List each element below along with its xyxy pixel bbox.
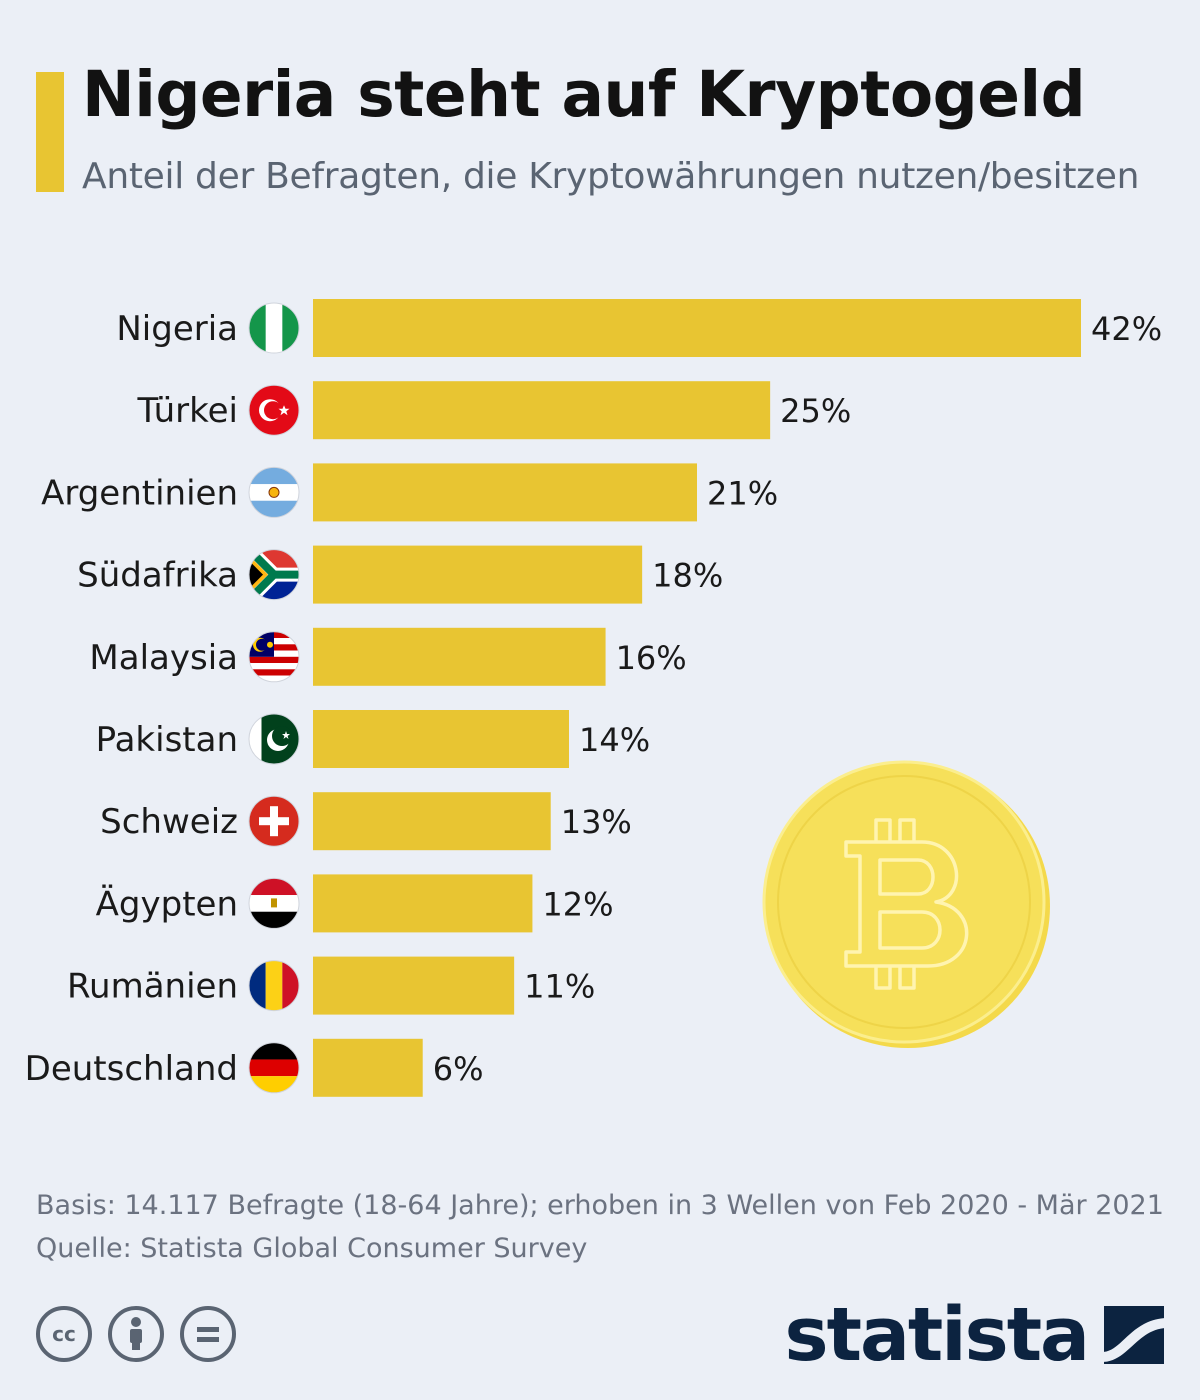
turkey-flag-icon — [249, 385, 299, 436]
flag-border — [248, 384, 300, 436]
flag-border — [248, 795, 300, 847]
value-label: 25% — [780, 392, 851, 430]
bars-layer: 42% Nigeria 25% Türkei 21% Argentinien 18% Süda… — [25, 299, 1162, 1097]
flag-border — [248, 466, 300, 518]
cc-icon[interactable]: cc — [36, 1306, 92, 1362]
flag-border — [248, 713, 300, 765]
value-label: 12% — [542, 885, 613, 923]
value-label: 16% — [616, 639, 687, 677]
flag-border — [248, 302, 300, 354]
category-label: Pakistan — [96, 720, 238, 760]
value-label: 13% — [561, 803, 632, 841]
bar — [313, 956, 515, 1015]
argentina-flag-icon — [249, 467, 299, 518]
bar — [313, 545, 643, 604]
flag-border — [248, 960, 300, 1012]
bar — [313, 463, 697, 522]
category-label: Malaysia — [89, 638, 238, 678]
category-label: Türkei — [137, 391, 238, 431]
bar — [313, 874, 533, 933]
title-accent-bar — [36, 72, 64, 192]
flag-border — [248, 877, 300, 929]
flag-border — [248, 631, 300, 683]
value-label: 42% — [1091, 310, 1162, 348]
category-label: Argentinien — [41, 473, 238, 513]
bar — [313, 1038, 423, 1097]
bar — [313, 627, 606, 686]
footnote-source: Quelle: Statista Global Consumer Survey — [36, 1233, 588, 1264]
bitcoin-coin-icon — [762, 760, 1050, 1048]
no-derivatives-icon[interactable] — [180, 1306, 236, 1362]
value-label: 18% — [652, 557, 723, 595]
nigeria-flag-icon — [249, 303, 299, 353]
page-title: Nigeria steht auf Kryptogeld — [82, 58, 1086, 131]
value-label: 11% — [524, 968, 595, 1006]
egypt-flag-icon — [249, 878, 299, 929]
bar — [313, 381, 771, 440]
svg-text:cc: cc — [52, 1322, 76, 1346]
value-label: 6% — [433, 1050, 484, 1088]
page-subtitle: Anteil der Befragten, die Kryptowährunge… — [82, 156, 1140, 197]
flag-border — [248, 549, 300, 601]
category-label: Schweiz — [100, 802, 238, 842]
by-attribution-icon[interactable] — [108, 1306, 164, 1362]
footnote-basis: Basis: 14.117 Befragte (18-64 Jahre); er… — [36, 1190, 1164, 1221]
category-label: Deutschland — [25, 1049, 238, 1089]
category-label: Rumänien — [67, 967, 238, 1007]
value-label: 21% — [707, 474, 778, 512]
statista-logo-text: statista — [784, 1292, 1090, 1378]
germany-flag-icon — [249, 1042, 299, 1093]
category-label: Nigeria — [116, 309, 238, 349]
romania-flag-icon — [249, 960, 299, 1011]
value-label: 14% — [579, 721, 650, 759]
bar — [313, 710, 569, 768]
flag-border — [248, 1042, 300, 1094]
bar — [313, 792, 551, 851]
bar — [313, 299, 1081, 357]
category-label: Südafrika — [77, 556, 238, 596]
switzerland-flag-icon — [249, 796, 299, 847]
statista-logo-icon — [1104, 1306, 1164, 1364]
category-label: Ägypten — [96, 884, 238, 924]
